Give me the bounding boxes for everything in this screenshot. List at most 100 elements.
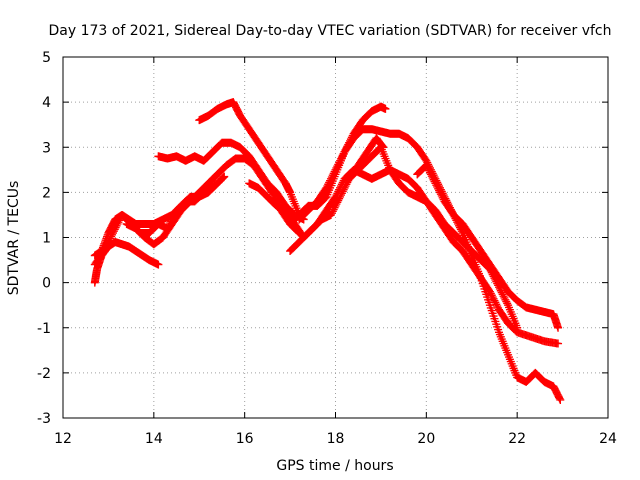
data-point xyxy=(100,245,109,254)
data-point xyxy=(106,234,115,243)
data-point xyxy=(101,243,110,252)
data-point xyxy=(108,228,117,237)
data-point xyxy=(428,173,437,182)
data-point xyxy=(104,238,113,247)
data-point xyxy=(333,189,342,198)
series-arc-12 xyxy=(413,161,565,404)
data-point xyxy=(331,165,340,174)
data-point xyxy=(335,185,344,194)
data-point xyxy=(326,210,335,219)
x-tick-label: 20 xyxy=(417,431,435,447)
data-point xyxy=(434,184,443,193)
series-arc-5 xyxy=(154,138,308,224)
data-point xyxy=(430,177,439,186)
data-point xyxy=(435,186,444,195)
data-point xyxy=(456,225,465,234)
data-point xyxy=(328,207,337,216)
data-point xyxy=(426,170,435,179)
data-point xyxy=(115,216,124,225)
data-point xyxy=(220,172,229,181)
data-point xyxy=(435,188,444,197)
data-point xyxy=(485,265,494,274)
data-point xyxy=(112,221,121,230)
data-point xyxy=(493,279,502,288)
data-point xyxy=(452,216,461,225)
x-tick-labels: 12 14 16 18 20 22 24 xyxy=(54,431,617,447)
data-point xyxy=(105,236,114,245)
data-point xyxy=(490,274,499,283)
data-point xyxy=(113,219,122,228)
data-point xyxy=(432,181,441,190)
data-point xyxy=(487,268,496,277)
series-arc-10 xyxy=(295,125,563,332)
data-point xyxy=(502,297,511,306)
data-point xyxy=(493,302,502,311)
y-tick-label: -1 xyxy=(37,321,51,337)
data-point xyxy=(554,339,563,348)
data-point xyxy=(499,292,508,301)
data-point xyxy=(422,161,431,170)
data-point xyxy=(490,296,499,305)
data-point xyxy=(332,164,341,173)
data-point xyxy=(103,239,112,248)
data-point xyxy=(503,299,512,308)
data-point xyxy=(327,173,336,182)
plot-frame xyxy=(62,56,609,419)
data-point xyxy=(328,171,337,180)
data-point xyxy=(497,288,506,297)
data-point xyxy=(486,289,495,298)
data-point xyxy=(336,182,345,191)
chart-title: Day 173 of 2021, Sidereal Day-to-day VTE… xyxy=(48,23,611,39)
data-point xyxy=(457,227,466,236)
y-tick-label: 2 xyxy=(42,185,51,201)
data-point xyxy=(487,291,496,300)
data-point xyxy=(495,283,503,292)
data-point xyxy=(336,154,345,163)
data-point xyxy=(111,223,120,232)
data-point xyxy=(453,218,462,227)
data-point xyxy=(438,193,447,202)
data-point xyxy=(323,182,332,191)
y-tick-label: 1 xyxy=(42,231,51,247)
data-point xyxy=(114,218,123,227)
data-point xyxy=(455,223,464,232)
data-point xyxy=(338,151,347,160)
data-point xyxy=(494,281,503,290)
data-point xyxy=(436,190,445,199)
data-point xyxy=(455,221,464,230)
data-point xyxy=(333,162,342,171)
y-tick-label: 0 xyxy=(42,276,51,292)
data-point xyxy=(325,178,334,187)
data-point xyxy=(423,163,432,172)
data-point xyxy=(108,230,117,239)
data-point xyxy=(330,167,339,176)
data-point xyxy=(498,290,507,299)
data-point xyxy=(513,323,522,332)
data-point xyxy=(326,174,335,183)
data-point xyxy=(338,178,347,187)
x-tick-label: 16 xyxy=(236,431,254,447)
data-point xyxy=(488,270,497,279)
y-tick-label: 5 xyxy=(42,50,51,66)
data-point xyxy=(489,272,498,281)
data-points xyxy=(90,98,565,404)
y-tick-labels: -3 -2 -1 0 1 2 3 4 5 xyxy=(37,50,51,427)
y-tick-label: -3 xyxy=(37,411,51,427)
x-tick-label: 24 xyxy=(599,431,617,447)
y-axis-label: SDTVAR / TECUs xyxy=(6,181,22,296)
data-point xyxy=(495,284,504,293)
data-point xyxy=(554,323,563,332)
data-point xyxy=(334,187,343,196)
data-point xyxy=(110,225,119,234)
data-point xyxy=(99,247,108,256)
data-point xyxy=(381,104,390,113)
data-point xyxy=(491,275,500,284)
data-point xyxy=(109,227,118,236)
series-arc-11 xyxy=(345,143,522,332)
y-tick-label: 4 xyxy=(42,95,51,111)
data-point xyxy=(332,191,341,200)
x-tick-label: 12 xyxy=(54,431,72,447)
data-point xyxy=(326,176,335,185)
data-point xyxy=(102,241,111,250)
